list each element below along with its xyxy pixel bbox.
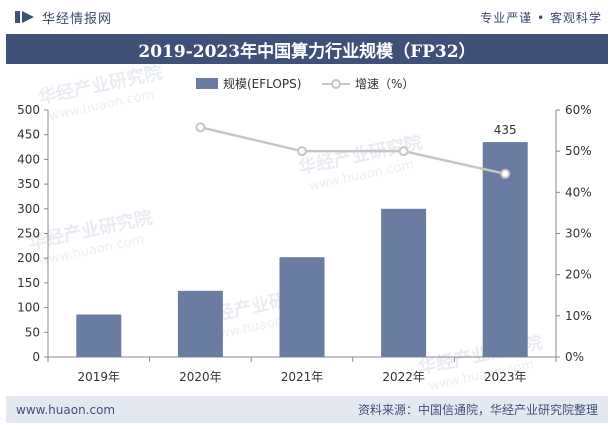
combo-chart: 华经产业研究院www.huaon.com华经产业研究院www.huaon.com… [17,61,592,394]
y-left-tick-label: 150 [17,276,40,290]
y-right-tick-label: 10% [565,309,592,323]
x-tick-label: 2022年 [382,370,425,384]
footer-source: 资料来源：中国信通院，华经产业研究院整理 [357,403,598,417]
growth-line-path [200,126,506,176]
bar-2022年 [381,208,427,357]
brand: 华经情报网 [14,8,112,27]
legend: 规模(EFLOPS) 增速（%） [196,76,414,91]
y-left-tick-label: 350 [17,177,40,191]
y-left-tick-label: 300 [17,202,40,216]
legend-line-marker [331,79,341,89]
x-tick-label: 2023年 [484,370,527,384]
footer: www.huaon.com 资料来源：中国信通院，华经产业研究院整理 [6,396,608,423]
y-right-tick-label: 0% [565,350,584,364]
x-tick-label: 2021年 [281,370,324,384]
y-right-tick-label: 30% [565,227,592,241]
growth-point [297,146,307,157]
y-right-tick-label: 50% [565,144,592,158]
bar-2019年 [76,314,122,357]
y-right-tick-label: 40% [565,185,592,199]
bar-value-label: 435 [494,123,517,137]
y-left-tick-label: 200 [17,251,40,265]
y-left-tick-label: 0 [32,350,40,364]
growth-point [195,122,206,133]
x-tick-label: 2019年 [78,370,121,384]
y-right-tick-label: 60% [565,103,592,117]
legend-line-label: 增速（%） [355,77,414,91]
slogan: 专业严谨 • 客观科学 [480,10,602,25]
bar-2020年 [177,290,223,357]
y-left-tick-label: 450 [17,128,40,142]
growth-point [398,146,409,157]
brand-name: 华经情报网 [42,11,113,27]
bar-2021年 [279,257,325,357]
data-labels: 435 [494,123,517,137]
footer-url: www.huaon.com [16,402,116,417]
y-left-tick-label: 250 [17,227,40,241]
growth-line [195,122,511,179]
y-left-tick-label: 100 [17,301,40,315]
y-left-tick-label: 400 [17,152,40,166]
top-bar: 华经情报网 专业严谨 • 客观科学 [0,0,614,34]
legend-bar-swatch [196,78,218,89]
x-tick-label: 2020年 [179,370,222,384]
huajing-logo-icon [15,11,34,23]
legend-bar-label: 规模(EFLOPS) [223,76,301,91]
y-left-tick-label: 500 [17,103,40,117]
chart-area: 华经产业研究院 www.huaon.com 华经产业研究院 www.huaon.com… [0,61,614,394]
y-left-tick-label: 50 [25,325,40,339]
growth-point [500,168,511,179]
chart-title: 2019-2023年中国算力行业规模（FP32） [6,34,608,64]
y-right-tick-label: 20% [565,268,592,282]
